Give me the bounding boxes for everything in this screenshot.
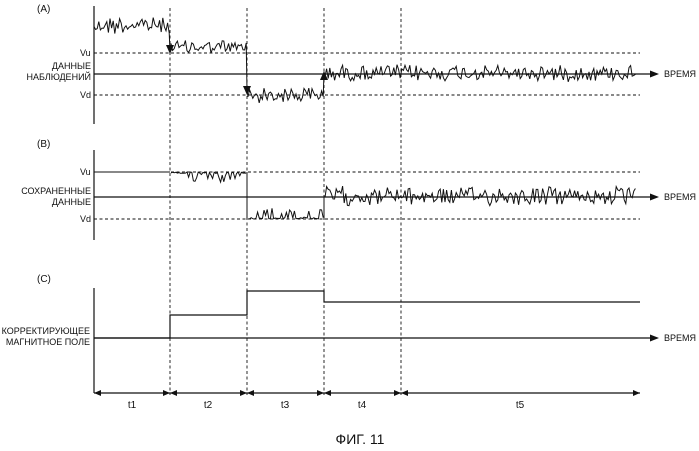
ruler-arrow-icon [163,390,170,396]
interval-ruler: t1 t2 t3 t4 t5 [94,390,640,411]
interval-t3-label: t3 [281,400,290,411]
interval-t5-label: t5 [516,400,525,411]
panel-a-observation-signal [94,18,635,103]
panel-a-vu-label: Vu [80,48,91,58]
panel-c-time-arrow-icon [650,335,659,342]
ruler-arrow-icon [633,390,640,396]
interval-t4-label: t4 [358,400,367,411]
phase-boundaries [170,8,401,395]
panel-c-ylabel-line2: МАГНИТНОЕ ПОЛЕ [6,337,90,347]
panel-a-time-arrow-icon [650,71,659,78]
figure-caption: ФИГ. 11 [336,431,385,447]
ruler-arrow-icon [247,390,254,396]
panel-b-time-label: ВРЕМЯ [664,192,696,202]
interval-t1-label: t1 [128,400,137,411]
observation-trace [94,18,635,103]
panel-a-time-label: ВРЕМЯ [664,69,696,79]
panel-a-vd-label: Vd [80,90,91,100]
ruler-arrow-icon [94,390,101,396]
stored-trace-t3 [248,208,323,219]
panel-a-ylabel-line1: ДАННЫЕ [52,61,91,71]
panel-b-tag: (B) [37,139,50,150]
panel-b-time-arrow-icon [650,194,659,201]
panel-b-ylabel-line1: СОХРАНЕННЫЕ [21,186,91,196]
ruler-arrow-icon [240,390,247,396]
panel-c-correction-field-step [94,291,640,338]
panel-a-ylabel-line2: НАБЛЮДЕНИЙ [26,71,91,82]
interval-t2-label: t2 [204,400,213,411]
ruler-arrow-icon [401,390,408,396]
panel-a-tag: (A) [37,4,50,15]
panel-b-stored-signal [94,172,635,219]
panel-b-vd-label: Vd [80,214,91,224]
panel-b-ylabel-line2: ДАННЫЕ [52,197,91,207]
panel-b: (B) ВРЕМЯ Vu Vd СОХРАНЕННЫЕ ДАННЫЕ [21,139,696,240]
stored-trace-t2 [171,172,246,182]
panel-c-ylabel-line1: КОРРЕКТИРУЮЩЕЕ [2,326,90,336]
panel-c-time-label: ВРЕМЯ [664,333,696,343]
ruler-arrow-icon [394,390,401,396]
ruler-arrow-icon [170,390,177,396]
stored-trace-t4-t5 [325,186,635,206]
ruler-arrow-icon [324,390,331,396]
panel-c: (C) ВРЕМЯ КОРРЕКТИРУЮЩЕЕ МАГНИТНОЕ ПОЛЕ [2,274,696,393]
panel-c-tag: (C) [37,274,51,285]
panel-b-vu-label: Vu [80,167,91,177]
ruler-arrow-icon [317,390,324,396]
panel-a: (A) ВРЕМЯ Vu Vd ДАННЫЕ НАБЛЮДЕНИЙ [26,4,696,124]
